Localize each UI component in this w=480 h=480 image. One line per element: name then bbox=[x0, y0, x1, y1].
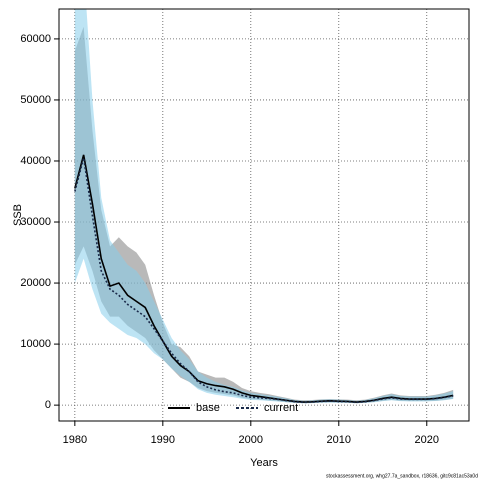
y-tick-label: 60000 bbox=[20, 33, 51, 45]
series-line bbox=[74, 157, 454, 404]
footnote: stockassessment.org, whg27.7a_sandbox, r… bbox=[326, 473, 478, 479]
x-tick-label: 2020 bbox=[415, 434, 439, 446]
y-axis-label: SSB bbox=[12, 204, 24, 226]
x-axis-label: Years bbox=[250, 457, 278, 469]
x-tick-label: 1990 bbox=[151, 434, 175, 446]
y-tick-label: 30000 bbox=[20, 216, 51, 228]
y-tick-label: 0 bbox=[45, 399, 51, 411]
x-tick-label: 2010 bbox=[327, 434, 351, 446]
legend-label: base bbox=[196, 402, 220, 414]
y-tick-label: 40000 bbox=[20, 155, 51, 167]
plot-frame bbox=[58, 8, 470, 422]
y-tick-label: 50000 bbox=[20, 94, 51, 106]
x-tick-label: 1980 bbox=[63, 434, 87, 446]
legend-label: current bbox=[264, 402, 298, 414]
confidence-band bbox=[74, 26, 454, 404]
confidence-band bbox=[74, 9, 454, 404]
y-tick-label: 10000 bbox=[20, 338, 51, 350]
x-tick-label: 2000 bbox=[239, 434, 263, 446]
y-tick-label: 20000 bbox=[20, 277, 51, 289]
